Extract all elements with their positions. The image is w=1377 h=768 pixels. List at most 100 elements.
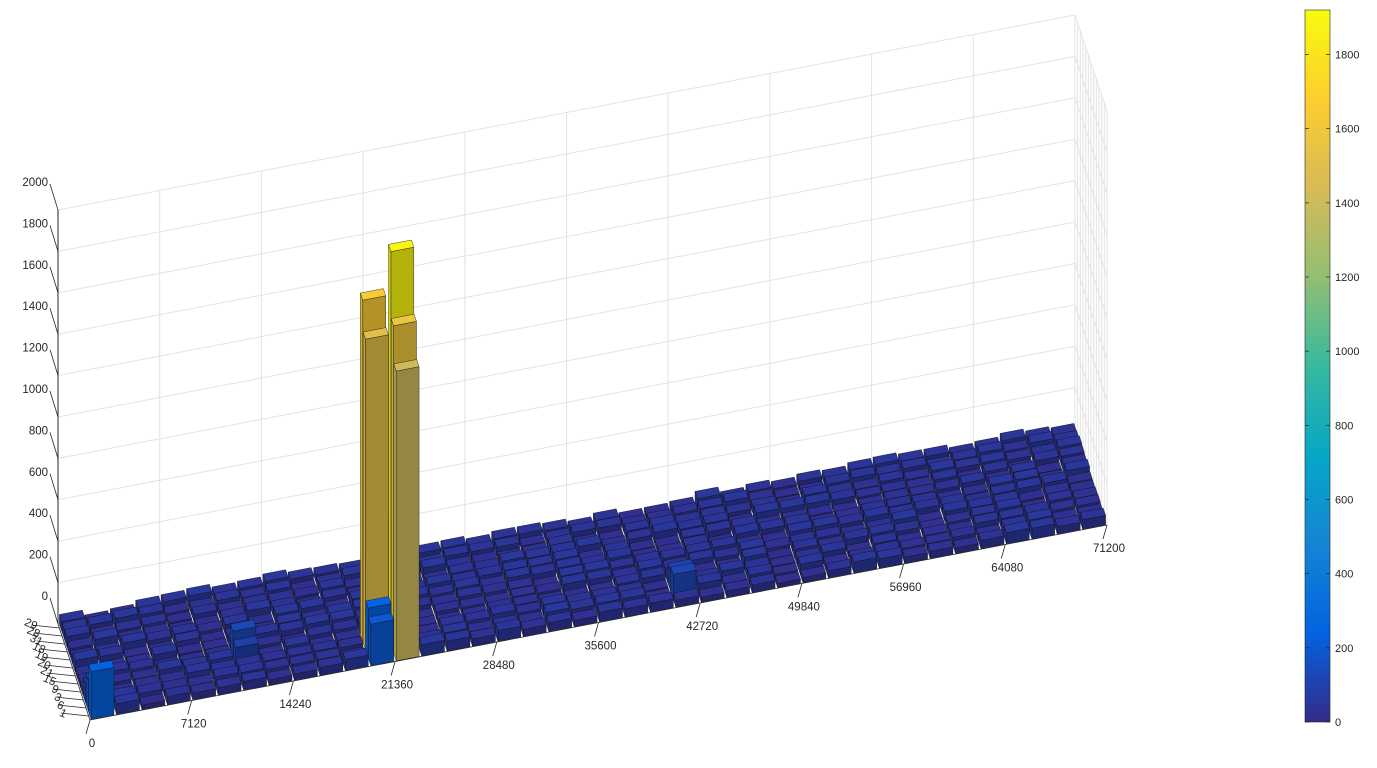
bar-top bbox=[753, 501, 780, 514]
bar-top bbox=[769, 554, 796, 567]
bar-top bbox=[464, 609, 491, 622]
x-tick-mark bbox=[85, 719, 91, 735]
grid-line-z bbox=[57, 304, 1076, 501]
bar-top bbox=[871, 531, 898, 544]
bar bbox=[241, 669, 267, 691]
bar-top bbox=[903, 467, 930, 480]
z-tick-mark bbox=[49, 308, 59, 335]
bar bbox=[927, 539, 954, 559]
z-tick-label: 2000 bbox=[22, 177, 48, 189]
bar-top bbox=[944, 510, 971, 523]
bar bbox=[1054, 514, 1081, 535]
bar bbox=[596, 600, 623, 623]
bar-top bbox=[419, 632, 445, 646]
y-tick-label: 21 bbox=[38, 665, 55, 681]
x-tick-mark bbox=[390, 661, 396, 676]
bar-top bbox=[64, 624, 91, 637]
bar-top bbox=[973, 511, 999, 524]
bar-top bbox=[787, 520, 813, 533]
bar-top bbox=[927, 539, 954, 552]
bar-top bbox=[1005, 448, 1031, 461]
z-tick-label: 1200 bbox=[22, 343, 48, 355]
bar-top bbox=[575, 534, 602, 548]
bar-top bbox=[365, 596, 392, 609]
x-tick-label: 7120 bbox=[181, 719, 207, 731]
bar-top bbox=[698, 585, 725, 598]
bar-top bbox=[230, 619, 257, 632]
bar-top bbox=[237, 576, 263, 589]
x-tick-label: 0 bbox=[89, 738, 95, 750]
bar-face bbox=[370, 619, 394, 666]
bar-top bbox=[914, 497, 940, 510]
z-tick-mark bbox=[49, 556, 59, 583]
y-tick-mark bbox=[47, 672, 76, 677]
bar-top bbox=[812, 515, 839, 528]
bar-top bbox=[1056, 435, 1082, 448]
bar-top bbox=[146, 628, 172, 642]
bar-top bbox=[718, 559, 745, 572]
bar-top bbox=[516, 522, 543, 535]
bar bbox=[724, 579, 750, 598]
bar-top bbox=[214, 588, 241, 601]
bar-top bbox=[88, 659, 115, 672]
bar-top bbox=[222, 612, 249, 625]
bar-top bbox=[677, 517, 704, 530]
y-axis-line bbox=[57, 623, 91, 721]
y-tick-mark bbox=[57, 704, 87, 709]
grid-line-z bbox=[57, 55, 1076, 252]
colorbar-tick-label: 1800 bbox=[1335, 50, 1359, 62]
bar-top bbox=[160, 590, 187, 603]
bar-top bbox=[902, 545, 928, 558]
bar-top bbox=[586, 568, 613, 581]
bar bbox=[1003, 520, 1030, 545]
bar-top bbox=[959, 471, 986, 484]
bar-top bbox=[1026, 508, 1053, 521]
z-tick-mark bbox=[49, 515, 59, 542]
bar bbox=[673, 588, 700, 608]
y-tick-label: 15 bbox=[41, 673, 58, 689]
bar-top bbox=[697, 496, 724, 509]
bar-top bbox=[275, 611, 302, 624]
bar-face bbox=[360, 292, 363, 642]
colorbar: 0 200 400 600 800 1000 1200 1400 1600 1800 bbox=[1304, 9, 1359, 729]
bar-top bbox=[489, 602, 516, 615]
bar-top bbox=[741, 545, 768, 558]
bar-face bbox=[368, 617, 371, 666]
bar-top bbox=[540, 593, 567, 606]
bar bbox=[368, 612, 394, 666]
bar-top bbox=[779, 496, 805, 509]
bar bbox=[469, 627, 496, 647]
bar-face bbox=[391, 318, 394, 653]
bar-top bbox=[724, 579, 750, 592]
bar-top bbox=[820, 540, 847, 553]
x-tick-label: 71200 bbox=[1093, 543, 1125, 555]
bar bbox=[520, 617, 547, 637]
bar-face bbox=[393, 363, 397, 661]
bar-top bbox=[535, 581, 562, 594]
bar-top bbox=[977, 441, 1003, 454]
bar-top bbox=[542, 518, 569, 531]
bar-top bbox=[546, 611, 572, 624]
bar-top bbox=[1058, 444, 1085, 457]
bar bbox=[444, 629, 471, 652]
bar-top bbox=[829, 488, 856, 501]
bar-top bbox=[568, 597, 595, 610]
bar-top bbox=[420, 556, 447, 569]
bar-top bbox=[878, 470, 904, 483]
bar-top bbox=[1015, 476, 1042, 489]
bar-top bbox=[543, 600, 570, 613]
bar-top bbox=[774, 571, 801, 584]
x-tick-label: 14240 bbox=[279, 699, 311, 711]
bar-top bbox=[710, 535, 737, 548]
bar-top bbox=[499, 549, 526, 562]
bar-top bbox=[1049, 498, 1076, 511]
z-tick-label: 400 bbox=[29, 508, 48, 520]
bar-top bbox=[238, 660, 265, 673]
bar-top bbox=[696, 571, 722, 584]
bar-top bbox=[184, 661, 211, 674]
y-tick-mark bbox=[39, 648, 68, 653]
z-tick-mark bbox=[49, 597, 59, 625]
y-tick-label: 1 bbox=[58, 707, 69, 721]
bar-top bbox=[443, 544, 469, 557]
